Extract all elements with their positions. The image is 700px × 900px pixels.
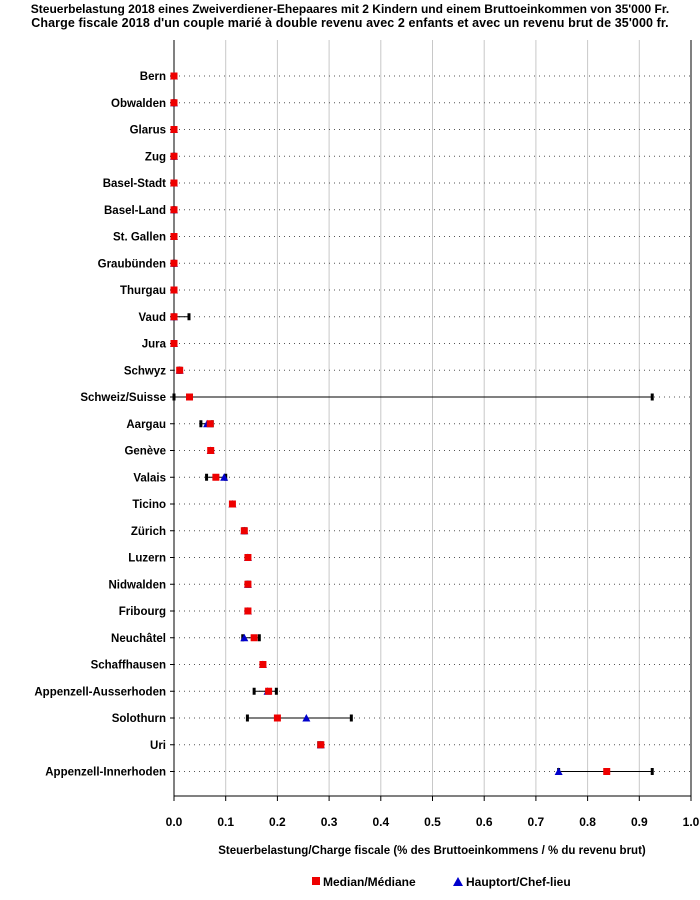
range-max-cap <box>650 393 654 401</box>
x-tick-label: 0.3 <box>321 815 338 829</box>
capital-marker <box>220 473 229 481</box>
range-min-cap <box>172 393 176 401</box>
legend-capital-label: Hauptort/Chef-lieu <box>466 875 571 889</box>
category-label: Schwyz <box>124 365 166 377</box>
median-marker <box>265 687 273 695</box>
chart-title-de: Steuerbelastung 2018 eines Zweiverdiener… <box>30 2 670 16</box>
range-min-cap <box>199 420 203 428</box>
x-axis-label: Steuerbelastung/Charge fiscale (% des Br… <box>218 845 646 857</box>
median-marker <box>212 473 220 481</box>
range-max-cap <box>257 634 261 642</box>
x-tick-label: 0.4 <box>372 815 389 829</box>
x-tick-label: 0.6 <box>476 815 493 829</box>
median-marker <box>170 72 178 80</box>
category-label: St. Gallen <box>113 232 166 244</box>
x-tick-label: 1.0 <box>683 815 700 829</box>
median-marker <box>273 714 281 722</box>
range-max-cap <box>650 768 654 775</box>
category-label: Basel-Land <box>104 205 166 217</box>
range-max-cap <box>274 687 278 695</box>
median-marker <box>244 607 252 615</box>
category-label: Jura <box>142 339 167 351</box>
x-tick-label: 0.7 <box>528 815 545 829</box>
median-marker <box>228 500 236 508</box>
median-marker <box>259 661 267 668</box>
median-marker <box>244 554 252 561</box>
category-label: Bern <box>140 71 166 83</box>
category-label: Thurgau <box>120 285 166 297</box>
x-tick-label: 0.9 <box>631 815 648 829</box>
median-marker <box>170 313 178 321</box>
capital-marker <box>302 714 311 722</box>
category-label: Uri <box>150 740 166 752</box>
x-tick-label: 0.0 <box>166 815 183 829</box>
category-label: Zürich <box>131 526 166 538</box>
range-min-cap <box>245 714 249 722</box>
x-tick-label: 0.5 <box>424 815 441 829</box>
median-marker <box>170 152 178 160</box>
category-label: Ticino <box>132 499 166 511</box>
median-marker <box>170 259 178 267</box>
median-marker <box>206 420 214 428</box>
median-marker <box>170 286 178 294</box>
legend-median-label: Median/Médiane <box>323 875 416 889</box>
legend-capital-swatch <box>453 877 463 886</box>
median-marker <box>170 206 178 214</box>
capital-marker <box>554 767 563 775</box>
legend: Median/Médiane Hauptort/Chef-lieu <box>312 875 571 889</box>
x-tick-label: 0.1 <box>217 815 234 829</box>
median-marker <box>317 741 325 749</box>
capital-marker <box>240 633 249 642</box>
category-label: Appenzell-Innerhoden <box>45 767 166 779</box>
median-marker <box>170 99 178 107</box>
range-max-cap <box>187 313 191 321</box>
category-label: Schaffhausen <box>91 660 166 672</box>
median-marker <box>240 527 248 535</box>
median-marker <box>170 340 178 347</box>
category-label: Schweiz/Suisse <box>80 392 166 404</box>
median-marker <box>207 447 215 454</box>
x-tick-label: 0.8 <box>579 815 596 829</box>
category-label: Appenzell-Ausserhoden <box>34 686 166 698</box>
category-label: Aargau <box>126 419 166 431</box>
median-marker <box>176 366 184 374</box>
median-marker <box>186 393 194 401</box>
category-label: Basel-Stadt <box>103 178 166 190</box>
range-min-cap <box>252 687 256 695</box>
category-label: Solothurn <box>112 713 166 725</box>
category-label: Graubünden <box>98 258 166 270</box>
median-marker <box>244 580 252 588</box>
median-marker <box>170 179 178 187</box>
category-label: Zug <box>145 151 166 163</box>
category-label: Neuchâtel <box>111 633 166 645</box>
chart-title-fr: Charge fiscale 2018 d'un couple marié à … <box>31 16 669 30</box>
category-label: Fribourg <box>119 606 166 618</box>
category-label: Valais <box>133 472 166 484</box>
category-label: Nidwalden <box>108 579 166 591</box>
category-label: Luzern <box>128 553 166 565</box>
range-max-cap <box>349 714 353 722</box>
category-label: Glarus <box>130 125 166 137</box>
median-marker <box>170 233 178 240</box>
median-marker <box>603 768 611 775</box>
category-label: Obwalden <box>111 98 166 110</box>
median-marker <box>170 126 178 133</box>
median-marker <box>250 634 258 642</box>
x-tick-label: 0.2 <box>269 815 286 829</box>
range-min-cap <box>205 473 209 481</box>
category-label: Vaud <box>139 312 166 324</box>
category-label: Genève <box>124 446 166 458</box>
legend-median-swatch <box>312 877 320 885</box>
